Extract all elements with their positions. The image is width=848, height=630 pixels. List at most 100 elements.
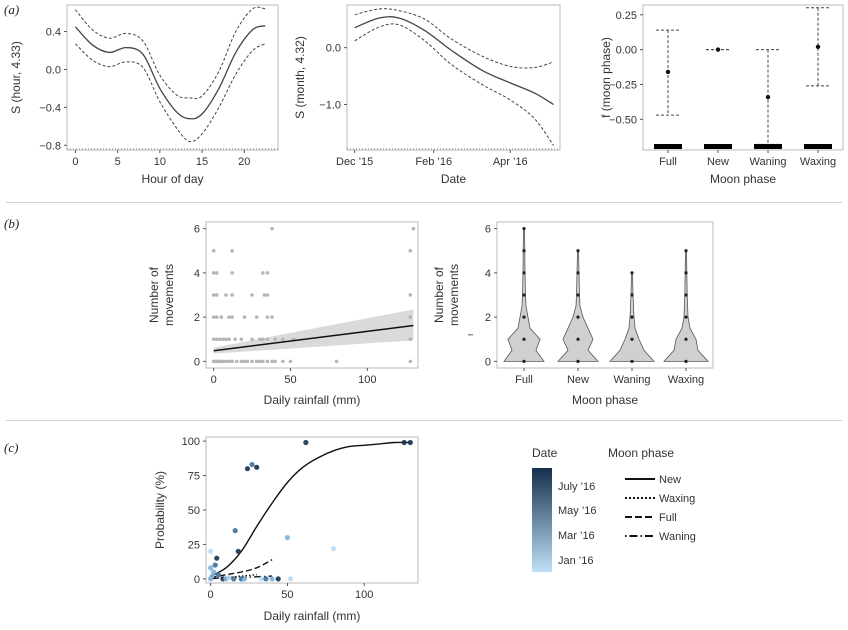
a1-plot-border — [66, 4, 279, 151]
b1-data-point — [230, 359, 234, 364]
c1-curve-new — [210, 441, 411, 577]
c1-data-point — [303, 439, 309, 446]
b1-data-point — [262, 293, 267, 297]
a3-estimate-point — [715, 47, 721, 52]
a3-xtick-label: Waxing — [800, 156, 836, 168]
b1-data-point — [227, 337, 231, 342]
c1-ylabel: Probability (%) — [153, 471, 167, 549]
b2-violin-point — [576, 337, 580, 341]
b1-ytick-label: 6 — [194, 224, 200, 236]
c1-data-point — [214, 555, 220, 561]
b2-violin-point — [684, 337, 688, 341]
separator-top — [6, 202, 842, 203]
a3-rug-block — [704, 144, 732, 149]
legend-date-label: May ’16 — [558, 505, 597, 517]
b1-data-point — [230, 315, 234, 319]
b1-data-point — [265, 315, 270, 319]
a2-xtick-label: Feb ’16 — [415, 156, 452, 168]
b1-data-point — [214, 271, 219, 275]
c1-data-point — [209, 573, 215, 579]
b2-violin — [557, 250, 599, 362]
legend-moon-label: New — [659, 474, 681, 486]
b1-data-point — [411, 226, 416, 231]
a1-ytick-label: 0.0 — [46, 64, 61, 76]
b1-data-point — [408, 359, 413, 364]
b1-xlabel: Daily rainfall (mm) — [264, 393, 361, 407]
b1-data-point — [270, 359, 274, 364]
b2-violin-point — [630, 271, 634, 275]
panel-label-a: (a) — [4, 2, 20, 17]
b1-data-point — [214, 293, 219, 297]
b1-data-point — [250, 293, 254, 297]
b2-violin-point — [576, 359, 580, 363]
c1-data-point — [284, 534, 291, 541]
b2-violin-point — [522, 359, 526, 363]
a3-ytick-label: −0.50 — [609, 114, 637, 126]
c1-data-point — [401, 439, 407, 446]
a2-plot-border — [346, 4, 561, 151]
b1-data-point — [239, 359, 244, 364]
b2-plot-border — [496, 221, 714, 369]
legend-date-title: Date — [532, 446, 558, 460]
a3-xlabel: Moon phase — [710, 172, 776, 186]
a1-ylabel: S (hour, 4.33) — [9, 41, 23, 114]
a3-estimate-point — [665, 69, 671, 75]
a3-xtick-label: Waning — [750, 156, 787, 168]
b1-data-point — [408, 337, 413, 342]
b1-data-point — [227, 315, 231, 319]
c1-data-point — [407, 439, 413, 446]
b1-ytick-label: 4 — [194, 268, 200, 280]
b1-data-point — [270, 315, 274, 319]
a3-estimate-point — [815, 44, 821, 50]
a1-xtick-label: 10 — [154, 156, 166, 168]
c1-ytick-label: 50 — [188, 505, 200, 517]
panel-label-b: (b) — [4, 216, 20, 231]
b1-data-point — [273, 337, 277, 342]
b1-data-point — [408, 293, 413, 297]
b2-violin-point — [630, 337, 634, 341]
b1-ytick-label: 0 — [194, 356, 200, 368]
b1-data-point — [281, 337, 285, 342]
c1-data-point — [269, 576, 275, 582]
a3-xtick-label: Full — [659, 156, 677, 168]
b1-data-point — [211, 248, 216, 253]
b2-violin-point — [684, 271, 688, 275]
a3-xtick-label: New — [707, 156, 729, 168]
c1-data-point — [330, 545, 337, 552]
c1-xlabel: Daily rainfall (mm) — [264, 609, 361, 623]
b1-data-point — [250, 337, 254, 342]
b1-data-point — [245, 359, 250, 364]
b1-data-point — [239, 337, 244, 342]
b2-xtick-label: Full — [515, 374, 533, 386]
c1-xtick-label: 50 — [281, 589, 293, 601]
b1-data-point — [230, 248, 234, 253]
b1-data-point — [281, 359, 285, 364]
b1-data-point — [234, 359, 239, 364]
b2-violin-point — [576, 271, 580, 275]
b1-data-point — [224, 293, 228, 297]
legend-date-colorbar — [532, 468, 552, 572]
b1-plot-border — [205, 221, 419, 369]
b2-violin-point — [522, 271, 526, 275]
b1-data-point — [211, 271, 216, 275]
a1-xtick-label: 5 — [115, 156, 121, 168]
a1-ytick-label: −0.8 — [39, 140, 61, 152]
a2-ytick-label: −1.0 — [319, 100, 341, 112]
c1-ytick-label: 0 — [194, 574, 200, 586]
c1-curve-full — [210, 558, 273, 579]
c1-curve-waxing — [210, 574, 257, 579]
c1-data-point — [235, 548, 241, 554]
b2-violin-point — [684, 249, 688, 253]
legend-date-label: July ’16 — [558, 481, 595, 493]
b1-data-point — [408, 315, 413, 319]
b1-data-point — [224, 359, 228, 364]
b1-data-point — [211, 337, 216, 342]
b2-violin-point — [522, 227, 526, 231]
panel-label-c: (c) — [4, 440, 19, 455]
separator-bottom — [6, 420, 842, 421]
b2-violin-point — [576, 249, 580, 253]
a3-ytick-label: −0.25 — [609, 79, 637, 91]
a1-upper-band — [75, 6, 266, 100]
c1-ytick-label: 75 — [188, 471, 200, 483]
a2-xtick-label: Apr ’16 — [493, 156, 528, 168]
